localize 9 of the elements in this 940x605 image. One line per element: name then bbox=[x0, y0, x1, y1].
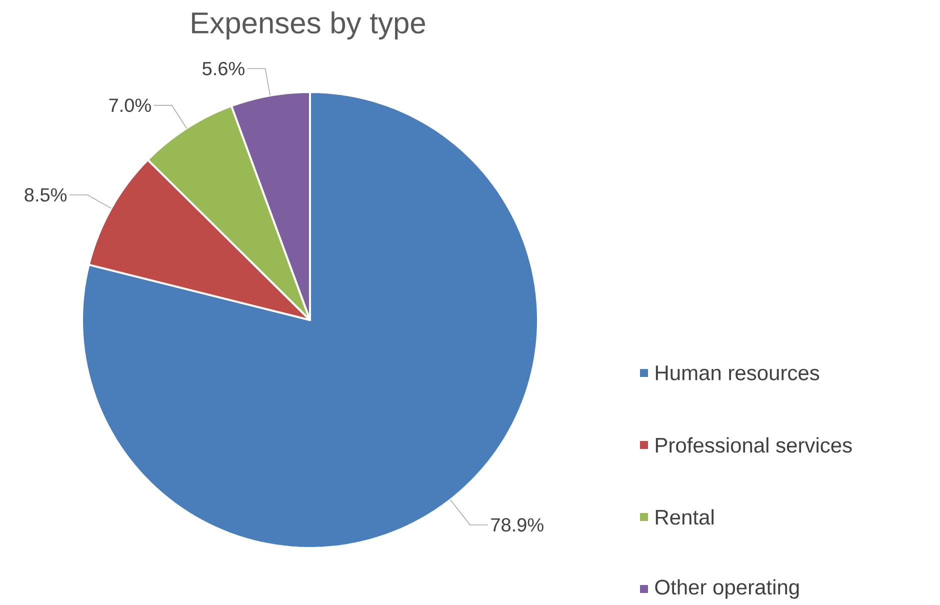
legend-label: Rental bbox=[656, 509, 714, 525]
data-label: 78.9% bbox=[491, 518, 544, 532]
data-label: 8.5% bbox=[24, 188, 67, 202]
legend-label: Professional services bbox=[656, 437, 852, 453]
chart-title: Expenses by type bbox=[192, 12, 426, 40]
data-label: 5.6% bbox=[202, 62, 244, 76]
legend-label: Other operating bbox=[655, 579, 799, 599]
data-label: 7.0% bbox=[109, 98, 151, 112]
legend-label: Human resources bbox=[656, 366, 820, 380]
